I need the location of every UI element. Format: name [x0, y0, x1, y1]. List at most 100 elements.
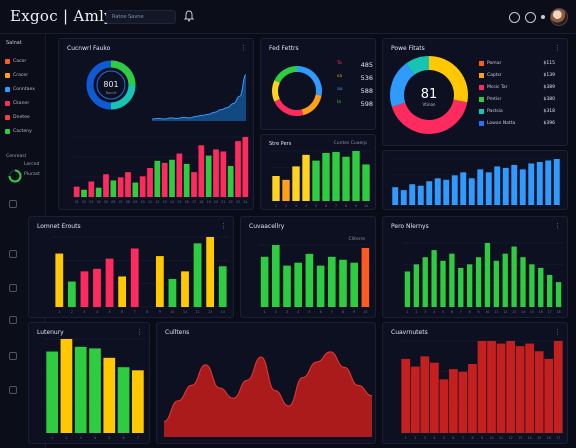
- bar: [449, 369, 458, 433]
- avatar[interactable]: [550, 8, 568, 26]
- tick-label: 14: [221, 310, 225, 314]
- tick-label: 6: [451, 310, 453, 314]
- sidebar-item-2[interactable]: Conntaex: [5, 84, 43, 95]
- bar: [191, 172, 197, 197]
- bar: [352, 151, 360, 201]
- tick-label: 5: [108, 436, 110, 440]
- bar: [494, 166, 501, 205]
- bar: [74, 346, 87, 433]
- sidebar-tool-icon[interactable]: [9, 386, 17, 394]
- tick-label: 7: [462, 436, 464, 440]
- tick-label: 10: [363, 310, 367, 314]
- menu-icon[interactable]: [541, 15, 545, 19]
- tick-label: 13: [518, 436, 522, 440]
- legend-item: Captsr $139: [479, 73, 555, 78]
- tick-label: 8: [471, 436, 473, 440]
- legend-value: $380: [543, 97, 555, 102]
- bar: [409, 184, 416, 205]
- bar: [502, 253, 508, 307]
- bar: [545, 160, 552, 205]
- bar: [520, 257, 526, 307]
- bar: [536, 161, 543, 205]
- legend-swatch: [479, 109, 484, 114]
- bar: [206, 237, 215, 307]
- tick-label: 4: [94, 436, 96, 440]
- tick-label: 2: [275, 310, 277, 314]
- settings-icon[interactable]: [509, 11, 520, 23]
- bar: [460, 172, 467, 205]
- bar: [332, 151, 340, 201]
- bar: [220, 151, 227, 197]
- more-icon[interactable]: ⋮: [554, 328, 561, 336]
- sidebar-item-4[interactable]: Dnetee: [5, 112, 43, 123]
- sidebar-dot: [5, 115, 10, 120]
- sidebar-tool-icon[interactable]: [9, 352, 17, 360]
- tick-label: 12: [155, 200, 159, 204]
- sidebar-item-1[interactable]: Cracer: [5, 70, 43, 81]
- more-icon[interactable]: ⋮: [554, 44, 561, 52]
- sidebar-item-0[interactable]: Cacer: [5, 56, 43, 67]
- more-icon[interactable]: ⋮: [240, 44, 247, 52]
- tick-label: 10: [485, 310, 489, 314]
- bar: [176, 153, 183, 197]
- bar: [511, 164, 518, 205]
- search-input[interactable]: Ratoe Savne: [106, 10, 176, 24]
- sidebar-item-label: Cacteny: [13, 129, 32, 134]
- tick-label: 5: [109, 310, 111, 314]
- sidebar-tool-icon[interactable]: [9, 200, 17, 208]
- tick-label: 5: [308, 310, 310, 314]
- help-icon[interactable]: [525, 11, 536, 23]
- tick-label: 15: [177, 200, 181, 204]
- sidebar-item-label: Dnetee: [13, 115, 30, 120]
- tick-label: 03: [89, 200, 93, 204]
- donut-slice: [272, 80, 280, 102]
- bar: [434, 178, 441, 205]
- tick-label: 6: [452, 436, 454, 440]
- more-icon[interactable]: ⋮: [220, 222, 227, 230]
- panel-p5: [382, 150, 568, 210]
- bar: [272, 176, 280, 201]
- bar: [282, 179, 290, 201]
- sidebar-sub-item[interactable]: Lorcnd: [24, 162, 40, 167]
- tick-label: 18: [199, 200, 203, 204]
- panel-title: Fed Fettrs: [269, 45, 299, 52]
- sidebar-tool-icon[interactable]: [9, 284, 17, 292]
- bar: [458, 371, 468, 433]
- bell-icon[interactable]: [184, 10, 194, 22]
- tick-label: 1: [406, 310, 408, 314]
- bar: [342, 156, 350, 201]
- tick-label: 21: [221, 200, 225, 204]
- donut-slice: [390, 63, 415, 108]
- sidebar-sub-item[interactable]: Plurast: [24, 172, 40, 177]
- bar: [502, 167, 509, 205]
- donut-chart: 81 Vtinan: [390, 56, 468, 134]
- sidebar-item-5[interactable]: Cacteny: [5, 126, 43, 137]
- stat-row: sa 536: [337, 74, 373, 82]
- bar-chart: 1 2 3 4 5 6 7: [45, 338, 145, 440]
- tick-label: 8: [146, 310, 148, 314]
- bar: [55, 253, 64, 307]
- tick-label: 11: [499, 436, 503, 440]
- sidebar-tool-icon[interactable]: [9, 316, 17, 324]
- tick-label: 4: [305, 204, 307, 208]
- donut-value: 81: [421, 87, 438, 102]
- bar: [130, 248, 139, 307]
- bar: [443, 179, 450, 205]
- bar: [401, 358, 411, 433]
- sidebar-item-3[interactable]: Ckaner: [5, 98, 43, 109]
- donut-slice: [274, 66, 298, 84]
- sidebar-dot: [5, 101, 10, 106]
- more-icon[interactable]: ⋮: [554, 222, 561, 230]
- sidebar-tool-icon[interactable]: [9, 250, 17, 258]
- bar: [168, 279, 177, 307]
- bar: [506, 341, 515, 433]
- tick-label: 06: [111, 200, 115, 204]
- more-icon[interactable]: ⋮: [136, 328, 143, 336]
- panel-title: Cuavrnutets: [391, 329, 428, 336]
- sidebar-dot: [5, 129, 10, 134]
- panel-p4: Stre Pers Cuntes Cuaerp 1 2 3 4 5 6 7 8 9 10: [260, 134, 376, 210]
- tick-label: 7: [137, 436, 139, 440]
- bar: [139, 176, 146, 197]
- bar: [440, 260, 446, 307]
- legend-item: Pomar $115: [479, 61, 555, 66]
